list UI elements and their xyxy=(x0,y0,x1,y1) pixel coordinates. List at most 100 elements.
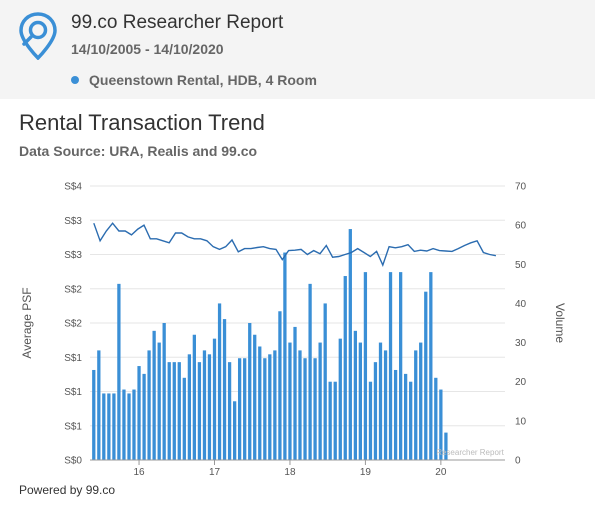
volume-bar xyxy=(122,389,126,460)
volume-bar xyxy=(253,334,257,460)
x-tick-label: 16 xyxy=(133,467,145,475)
chart-subtitle: Data Source: URA, Realis and 99.co xyxy=(19,143,258,159)
volume-bar xyxy=(102,393,106,460)
location-pin-logo-icon xyxy=(19,12,57,60)
legend-label: Queenstown Rental, HDB, 4 Room xyxy=(89,72,317,88)
volume-bar xyxy=(248,323,252,460)
volume-bar xyxy=(273,350,277,460)
volume-bar xyxy=(278,311,282,460)
chart-title: Rental Transaction Trend xyxy=(19,110,265,135)
chart-watermark: Researcher Report xyxy=(436,448,504,457)
grid-lines xyxy=(90,185,505,461)
volume-bar xyxy=(112,393,116,460)
right-tick-label: 40 xyxy=(515,299,527,310)
volume-bar xyxy=(393,369,398,460)
left-tick-label: S$0 xyxy=(64,456,82,467)
volume-bar xyxy=(107,393,111,460)
volume-bar xyxy=(147,350,151,460)
left-tick-label: S$3 xyxy=(64,216,82,227)
x-tick-label: 20 xyxy=(435,467,447,475)
volume-bar xyxy=(419,342,423,460)
volume-bar xyxy=(348,229,352,460)
volume-bar xyxy=(97,350,101,460)
volume-bar xyxy=(323,303,327,460)
volume-bar xyxy=(177,362,181,460)
left-tick-label: S$1 xyxy=(64,353,82,364)
volume-bar xyxy=(137,366,141,460)
legend-item: Queenstown Rental, HDB, 4 Room xyxy=(71,72,317,88)
volume-bar xyxy=(298,350,302,460)
volume-bar xyxy=(217,303,222,460)
volume-bar xyxy=(403,373,408,460)
left-tick-label: S$1 xyxy=(64,421,82,432)
volume-bar xyxy=(132,389,136,460)
volume-bar xyxy=(222,319,227,460)
volume-bar xyxy=(243,358,247,460)
volume-bar xyxy=(308,283,312,460)
volume-bar xyxy=(338,338,342,460)
right-axis-title: Volume xyxy=(553,303,567,343)
volume-bar xyxy=(358,342,362,460)
volume-bar xyxy=(167,362,171,460)
volume-bar xyxy=(293,326,297,460)
powered-by: Powered by 99.co xyxy=(19,483,116,497)
volume-bar xyxy=(127,393,131,460)
volume-bar xyxy=(353,330,358,460)
volume-bar xyxy=(288,342,292,460)
volume-bar xyxy=(303,358,307,460)
right-tick-label: 50 xyxy=(515,260,527,271)
x-tick-label: 17 xyxy=(209,467,221,475)
report-title: 99.co Researcher Report xyxy=(71,12,284,33)
volume-bar xyxy=(152,330,156,460)
volume-bar xyxy=(117,283,121,460)
volume-bar xyxy=(399,272,403,460)
volume-bar xyxy=(368,381,373,460)
volume-bar xyxy=(258,346,262,460)
left-axis-title: Average PSF xyxy=(20,287,34,358)
left-tick-label: S$4 xyxy=(64,182,82,193)
average-psf-line xyxy=(93,222,497,267)
volume-bar xyxy=(162,323,166,460)
volume-bar xyxy=(283,252,287,460)
volume-bar xyxy=(197,362,202,460)
volume-bar xyxy=(182,377,186,460)
volume-bar xyxy=(172,362,176,460)
volume-bars xyxy=(92,229,448,460)
volume-bar xyxy=(409,381,413,460)
volume-bar xyxy=(202,350,207,460)
volume-bar xyxy=(318,342,322,460)
volume-bar xyxy=(434,377,438,460)
volume-bar xyxy=(414,350,418,460)
volume-bar xyxy=(363,272,368,460)
left-tick-label: S$2 xyxy=(64,319,82,330)
legend-dot-icon xyxy=(71,76,79,84)
volume-bar xyxy=(328,381,332,460)
volume-bar xyxy=(233,401,237,460)
volume-bar xyxy=(212,338,217,460)
volume-bar xyxy=(268,354,272,460)
volume-bar xyxy=(373,362,378,460)
right-tick-label: 60 xyxy=(515,221,527,232)
left-tick-label: S$3 xyxy=(64,250,82,261)
volume-bar xyxy=(313,358,317,460)
volume-bar xyxy=(227,362,232,460)
volume-bar xyxy=(92,369,96,460)
x-tick-label: 18 xyxy=(284,467,296,475)
volume-bar xyxy=(207,354,212,460)
volume-bar xyxy=(439,389,443,460)
right-tick-label: 70 xyxy=(515,182,527,193)
report-header: 99.co Researcher Report 14/10/2005 - 14/… xyxy=(0,0,595,99)
right-tick-label: 10 xyxy=(515,416,527,427)
right-tick-label: 30 xyxy=(515,338,527,349)
right-tick-label: 20 xyxy=(515,377,527,388)
volume-bar xyxy=(424,291,428,460)
volume-bar xyxy=(192,334,196,460)
volume-bar xyxy=(142,373,146,460)
volume-bar xyxy=(383,350,388,460)
volume-bar xyxy=(343,276,347,460)
rental-trend-chart: S$0 S$1 S$1 S$1 S$2 S$2 S$3 S$3 S$4 0 10 20 30 40 50 60… xyxy=(20,182,567,476)
volume-bar xyxy=(157,342,161,460)
left-tick-label: S$1 xyxy=(64,387,82,398)
volume-bar xyxy=(263,358,267,460)
report-date-range: 14/10/2005 - 14/10/2020 xyxy=(71,41,224,57)
